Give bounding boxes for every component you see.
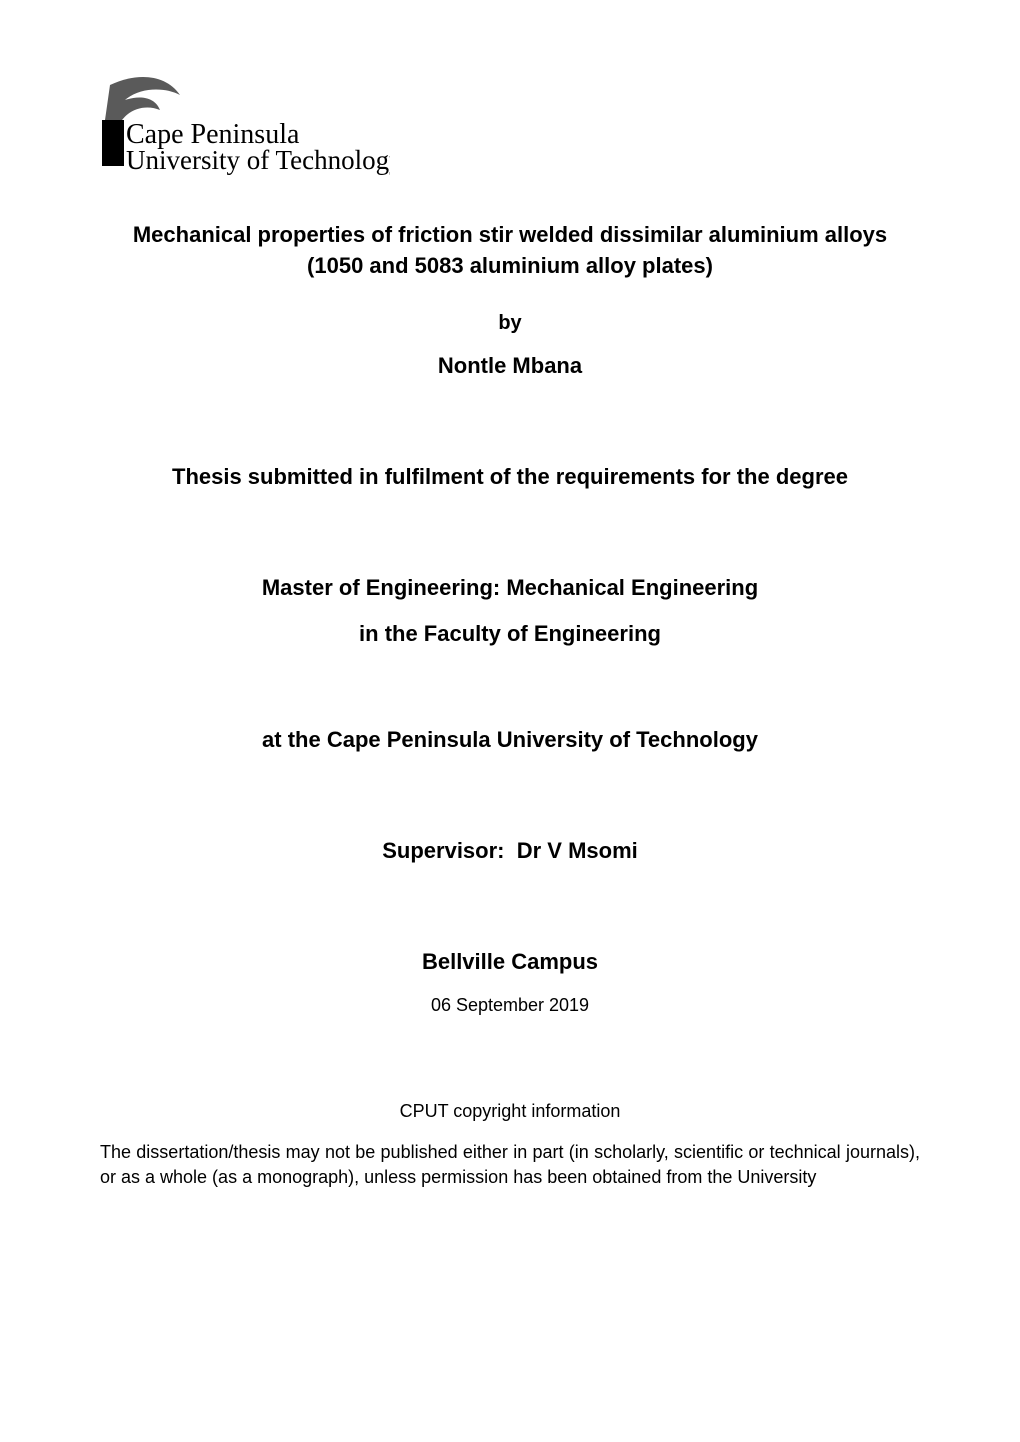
logo-text-line2: University of Technology bbox=[126, 145, 390, 175]
copyright-body: The dissertation/thesis may not be publi… bbox=[100, 1140, 920, 1190]
university-logo-block: Cape Peninsula University of Technology bbox=[100, 65, 920, 175]
degree-name: Master of Engineering: Mechanical Engine… bbox=[100, 575, 920, 601]
thesis-title: Mechanical properties of friction stir w… bbox=[120, 220, 900, 282]
copyright-heading: CPUT copyright information bbox=[100, 1101, 920, 1122]
thesis-title-page: Cape Peninsula University of Technology … bbox=[0, 0, 1020, 1442]
institution-name: at the Cape Peninsula University of Tech… bbox=[100, 727, 920, 753]
author-name: Nontle Mbana bbox=[100, 353, 920, 379]
supervisor-name: Dr V Msomi bbox=[517, 838, 638, 863]
supervisor-label: Supervisor: bbox=[382, 838, 504, 863]
cput-logo-icon: Cape Peninsula University of Technology bbox=[100, 65, 390, 175]
submission-statement: Thesis submitted in fulfilment of the re… bbox=[100, 464, 920, 490]
faculty-name: in the Faculty of Engineering bbox=[100, 621, 920, 647]
date-line: 06 September 2019 bbox=[100, 995, 920, 1016]
by-label: by bbox=[100, 312, 920, 335]
supervisor-line: Supervisor: Dr V Msomi bbox=[100, 838, 920, 864]
campus-name: Bellville Campus bbox=[100, 949, 920, 975]
